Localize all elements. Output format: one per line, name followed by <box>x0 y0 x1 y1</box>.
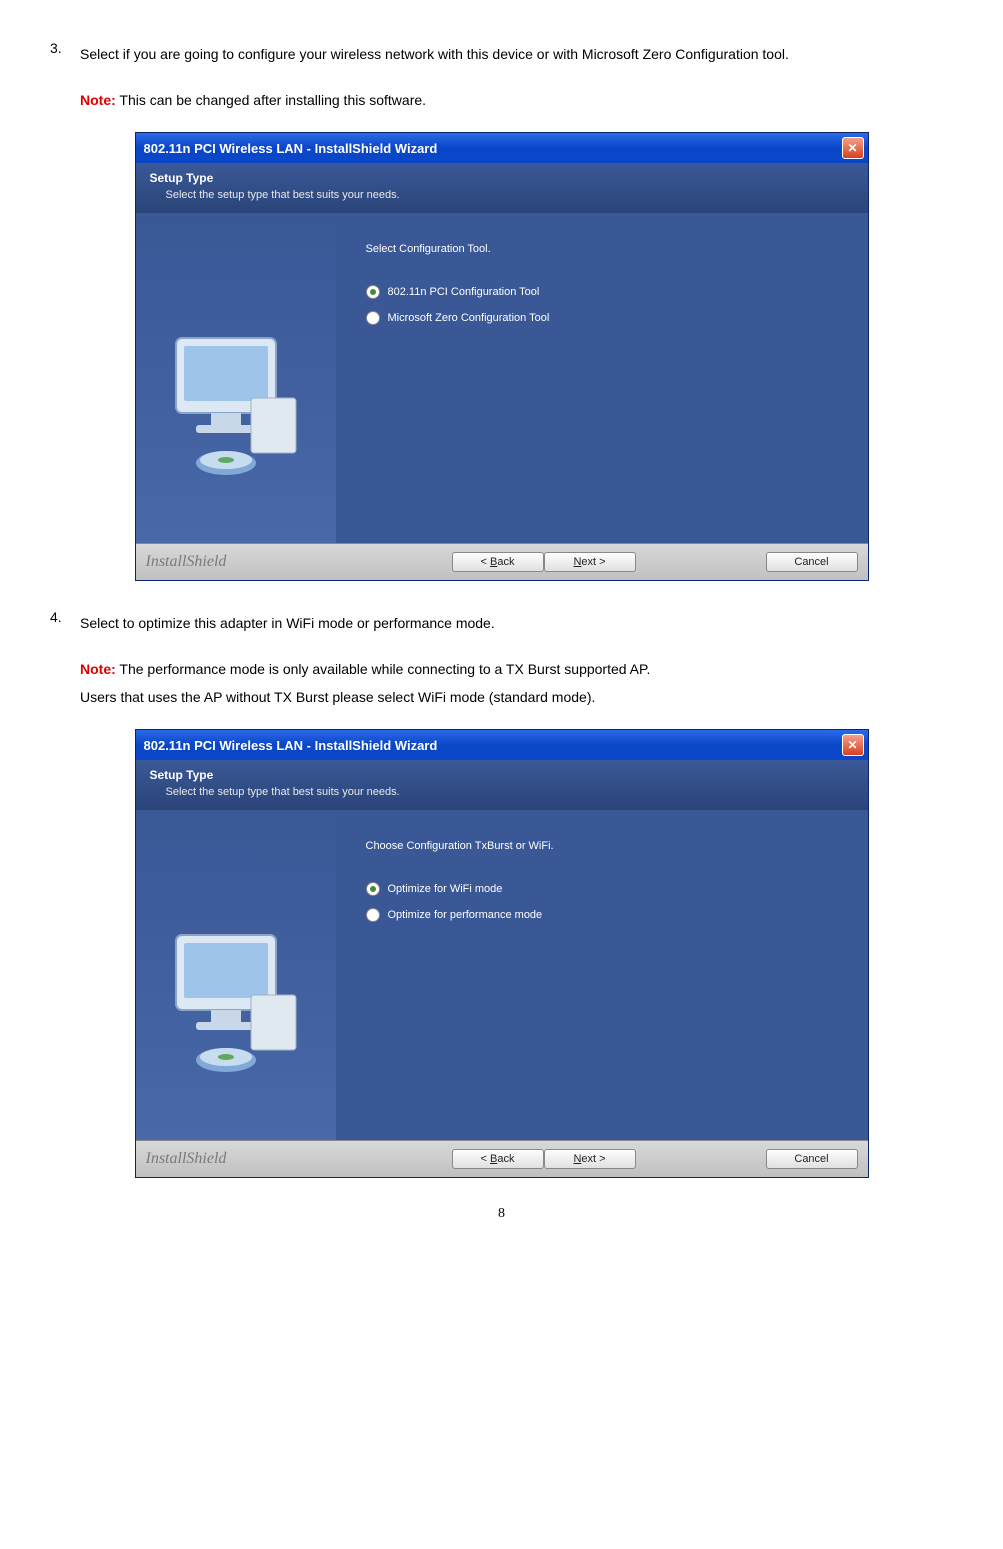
step4-text: Select to optimize this adapter in WiFi … <box>80 609 940 637</box>
wizard-2-titlebar: 802.11n PCI Wireless LAN - InstallShield… <box>136 730 868 760</box>
radio-option-2b[interactable]: Optimize for performance mode <box>366 908 844 922</box>
cancel-button[interactable]: Cancel <box>766 552 858 572</box>
wizard-2-window: 802.11n PCI Wireless LAN - InstallShield… <box>135 729 869 1178</box>
radio-icon <box>366 311 380 325</box>
wizard-2-body: Choose Configuration TxBurst or WiFi. Op… <box>136 810 868 1140</box>
radio-label-1a: 802.11n PCI Configuration Tool <box>388 286 540 298</box>
wizard-1-left-illustration <box>136 213 336 543</box>
radio-icon <box>366 882 380 896</box>
step4-num: 4. <box>50 609 80 625</box>
close-icon[interactable]: ✕ <box>842 734 864 756</box>
radio-label-2a: Optimize for WiFi mode <box>388 883 503 895</box>
radio-icon <box>366 908 380 922</box>
radio-option-1a[interactable]: 802.11n PCI Configuration Tool <box>366 285 844 299</box>
note-4: Note: The performance mode is only avail… <box>80 655 953 711</box>
cancel-button-2[interactable]: Cancel <box>766 1149 858 1169</box>
installshield-label-2: InstallShield <box>146 1150 227 1168</box>
step3-num: 3. <box>50 40 80 56</box>
next-button-2[interactable]: Next > <box>544 1149 636 1169</box>
note4-label: Note: <box>80 661 116 677</box>
setup-type-title: Setup Type <box>150 171 854 185</box>
note4-text2: Users that uses the AP without TX Burst … <box>80 689 595 705</box>
next-button[interactable]: Next > <box>544 552 636 572</box>
note4-text1: The performance mode is only available w… <box>116 661 651 677</box>
wizard-1-titlebar: 802.11n PCI Wireless LAN - InstallShield… <box>136 133 868 163</box>
monitor-icon <box>156 308 316 488</box>
note3-label: Note: <box>80 92 116 108</box>
wizard-2: 802.11n PCI Wireless LAN - InstallShield… <box>135 729 869 1178</box>
radio-option-1b[interactable]: Microsoft Zero Configuration Tool <box>366 311 844 325</box>
wizard-1-window: 802.11n PCI Wireless LAN - InstallShield… <box>135 132 869 581</box>
setup-type-sub: Select the setup type that best suits yo… <box>150 185 854 207</box>
wizard-1-body: Select Configuration Tool. 802.11n PCI C… <box>136 213 868 543</box>
wizard-1-footer: InstallShield < Back Next > Cancel <box>136 543 868 580</box>
wizard-1-right: Select Configuration Tool. 802.11n PCI C… <box>336 213 868 543</box>
step3-text: Select if you are going to configure you… <box>80 40 940 68</box>
page-number: 8 <box>50 1206 953 1222</box>
step-3: 3.Select if you are going to configure y… <box>50 40 953 68</box>
note3-text: This can be changed after installing thi… <box>116 92 426 108</box>
radio-label-2b: Optimize for performance mode <box>388 909 543 921</box>
wizard-2-left-illustration <box>136 810 336 1140</box>
setup-type-title-2: Setup Type <box>150 768 854 782</box>
radio-label-1b: Microsoft Zero Configuration Tool <box>388 312 550 324</box>
back-button-2[interactable]: < Back <box>452 1149 544 1169</box>
radio-option-2a[interactable]: Optimize for WiFi mode <box>366 882 844 896</box>
setup-type-sub-2: Select the setup type that best suits yo… <box>150 782 854 804</box>
wizard-1-title: 802.11n PCI Wireless LAN - InstallShield… <box>144 141 438 156</box>
note-3: Note: This can be changed after installi… <box>80 86 953 114</box>
monitor-icon <box>156 905 316 1085</box>
wizard-2-right: Choose Configuration TxBurst or WiFi. Op… <box>336 810 868 1140</box>
wizard-1: 802.11n PCI Wireless LAN - InstallShield… <box>135 132 869 581</box>
wizard-2-title: 802.11n PCI Wireless LAN - InstallShield… <box>144 738 438 753</box>
installshield-label: InstallShield <box>146 553 227 571</box>
step-4: 4.Select to optimize this adapter in WiF… <box>50 609 953 637</box>
wizard-2-header: Setup Type Select the setup type that be… <box>136 760 868 810</box>
config-heading-1: Select Configuration Tool. <box>366 243 844 255</box>
config-heading-2: Choose Configuration TxBurst or WiFi. <box>366 840 844 852</box>
wizard-2-footer: InstallShield < Back Next > Cancel <box>136 1140 868 1177</box>
radio-icon <box>366 285 380 299</box>
back-button[interactable]: < Back <box>452 552 544 572</box>
close-icon[interactable]: ✕ <box>842 137 864 159</box>
wizard-1-header: Setup Type Select the setup type that be… <box>136 163 868 213</box>
